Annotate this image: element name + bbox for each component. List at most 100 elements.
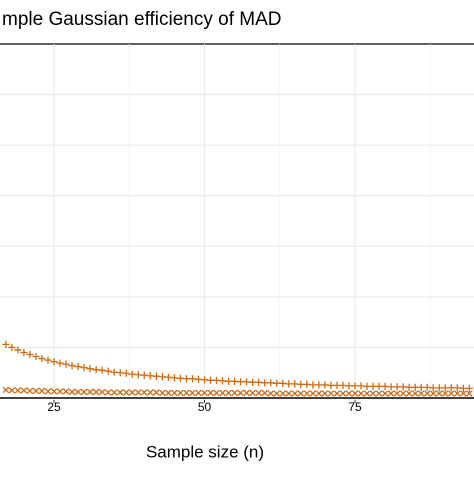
point (279, 379, 287, 387)
point (303, 390, 311, 397)
point (68, 362, 76, 370)
point (321, 381, 329, 389)
point (213, 389, 220, 397)
point (50, 357, 58, 366)
point (243, 378, 251, 386)
point (465, 384, 473, 392)
point (411, 383, 419, 391)
point (56, 359, 64, 367)
point (399, 383, 407, 391)
point (411, 390, 419, 397)
point (92, 366, 100, 374)
point (171, 389, 178, 397)
point (206, 376, 215, 384)
point (249, 378, 257, 386)
point (26, 387, 34, 395)
point (303, 380, 311, 388)
point (122, 389, 130, 396)
point (448, 390, 455, 397)
point (56, 388, 64, 395)
point (285, 390, 293, 397)
x-tick-label: 75 (348, 400, 362, 414)
point (8, 387, 16, 394)
point (200, 376, 209, 384)
point (237, 389, 244, 397)
point (363, 390, 371, 397)
point (393, 383, 401, 391)
point (80, 388, 88, 396)
point (38, 354, 46, 363)
point (447, 384, 455, 392)
point (147, 389, 154, 396)
point (26, 350, 34, 359)
point (285, 380, 293, 388)
point (231, 389, 238, 397)
point (363, 382, 371, 390)
point (405, 390, 413, 397)
point (466, 390, 473, 397)
point (279, 390, 287, 397)
point (182, 375, 191, 383)
point (189, 389, 196, 397)
point (194, 375, 203, 383)
point (261, 389, 268, 397)
point (62, 360, 70, 368)
point (183, 389, 190, 397)
point (116, 389, 124, 396)
point (261, 379, 269, 387)
point (357, 382, 365, 390)
point (315, 381, 323, 389)
point (255, 389, 262, 397)
point (249, 389, 256, 397)
point (393, 390, 401, 397)
point (267, 379, 275, 387)
chart-title: mple Gaussian efficiency of MAD (2, 9, 282, 30)
point (381, 382, 389, 390)
point (212, 376, 221, 384)
point (158, 373, 166, 381)
point (327, 390, 335, 397)
point (375, 382, 383, 390)
point (8, 343, 16, 352)
point (98, 388, 106, 396)
point (351, 390, 359, 397)
point (417, 383, 425, 391)
point (219, 389, 226, 397)
point (122, 369, 130, 377)
point (460, 390, 467, 397)
point (327, 381, 335, 389)
point (309, 390, 317, 397)
point (20, 387, 28, 394)
point (44, 356, 52, 364)
point (273, 379, 281, 387)
point (116, 369, 124, 377)
point (110, 368, 118, 376)
point (454, 390, 461, 397)
point (429, 390, 437, 397)
point (2, 340, 10, 348)
point (98, 366, 106, 374)
point (86, 388, 94, 396)
point (14, 346, 22, 354)
point (255, 378, 263, 386)
point (104, 367, 112, 375)
point (188, 375, 197, 383)
point (345, 382, 353, 390)
point (267, 390, 274, 397)
point (369, 390, 377, 397)
point (195, 389, 202, 397)
point (44, 388, 52, 395)
point (273, 390, 280, 397)
point (135, 389, 142, 396)
point (86, 365, 94, 373)
point (429, 384, 437, 392)
point (128, 389, 136, 396)
point (128, 370, 136, 378)
point (152, 372, 160, 380)
point (423, 383, 431, 391)
point (369, 382, 377, 390)
point (225, 389, 232, 397)
point (32, 352, 40, 361)
point (459, 384, 467, 392)
